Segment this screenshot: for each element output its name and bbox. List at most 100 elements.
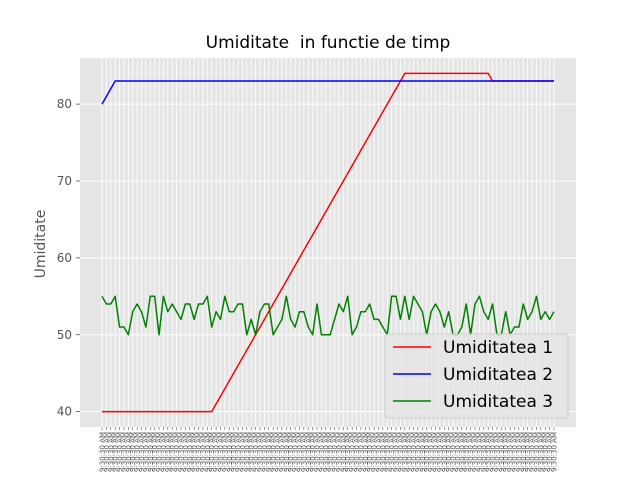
x-tick-label: 9:30:30 AM (489, 432, 497, 472)
x-tick-label: 9:30:30 AM (278, 432, 286, 472)
x-tick-label: 9:30:30 AM (177, 432, 185, 472)
x-tick-label: 9:30:30 AM (296, 432, 304, 472)
x-tick-label: 9:30:30 AM (463, 432, 471, 472)
x-tick-label: 9:30:30 AM (353, 432, 361, 472)
x-tick-label: 9:30:30 AM (450, 432, 458, 472)
x-tick-label: 9:30:30 AM (393, 432, 401, 472)
x-tick-label: 9:30:30 AM (529, 432, 537, 472)
legend-label: Umiditatea 3 (443, 392, 553, 412)
x-tick-label: 9:30:30 AM (318, 432, 326, 472)
x-tick-label: 9:30:30 AM (261, 432, 269, 472)
x-tick-label: 9:30:30 AM (274, 432, 282, 472)
x-tick-label: 9:30:30 AM (204, 432, 212, 472)
x-tick-label: 9:30:30 AM (542, 432, 550, 472)
x-tick-label: 9:30:30 AM (248, 432, 256, 472)
x-tick-label: 9:30:30 AM (125, 432, 133, 472)
series-line-3 (101, 295, 555, 336)
x-tick-label: 9:30:30 AM (314, 432, 322, 472)
x-tick-label: 9:30:30 AM (116, 432, 124, 472)
x-tick-label: 9:30:30 AM (428, 432, 436, 472)
x-tick-label: 9:30:30 AM (357, 432, 365, 472)
x-tick-label: 9:30:30 AM (476, 432, 484, 472)
x-tick-label: 9:30:30 AM (243, 432, 251, 472)
x-tick-label: 9:30:30 AM (327, 432, 335, 472)
x-tick-label: 9:30:30 AM (371, 432, 379, 472)
x-tick-label: 9:30:30 AM (134, 432, 142, 472)
x-tick-label: 9:30:30 AM (436, 432, 444, 472)
x-tick-label: 9:30:30 AM (401, 432, 409, 472)
x-tick-label: 9:30:30 AM (252, 432, 260, 472)
x-tick-label: 9:30:30 AM (129, 432, 137, 472)
x-tick-label: 9:30:30 AM (191, 432, 199, 472)
legend-label: Umiditatea 1 (443, 338, 553, 358)
y-axis-label: Umiditate (33, 210, 49, 279)
x-tick-label: 9:30:30 AM (322, 432, 330, 472)
x-tick-label: 9:30:30 AM (366, 432, 374, 472)
x-tick-label: 9:30:30 AM (283, 432, 291, 472)
x-tick-label: 9:30:30 AM (458, 432, 466, 472)
x-tick-label: 9:30:30 AM (208, 432, 216, 472)
x-tick-label: 9:30:30 AM (362, 432, 370, 472)
x-tick-label: 9:30:30 AM (112, 432, 120, 472)
x-tick-label: 9:30:30 AM (256, 432, 264, 472)
legend: Umiditatea 1 Umiditatea 2 Umiditatea 3 (384, 333, 569, 419)
x-tick-label: 9:30:30 AM (485, 432, 493, 472)
y-tick-label: 70 (57, 174, 72, 188)
x-tick-label: 9:30:30 AM (445, 432, 453, 472)
x-tick-label: 9:30:30 AM (182, 432, 190, 472)
series-layer (101, 72, 555, 413)
x-tick-label: 9:30:30 AM (103, 432, 111, 472)
x-tick-label: 9:30:30 AM (142, 432, 150, 472)
x-tick-label: 9:30:30 AM (524, 432, 532, 472)
legend-label: Umiditatea 2 (443, 365, 553, 385)
x-tick-label: 9:30:30 AM (199, 432, 207, 472)
x-tick-label: 9:30:30 AM (151, 432, 159, 472)
x-tick-label: 9:30:30 AM (480, 432, 488, 472)
chart-title: Umiditate in functie de timp (206, 33, 451, 53)
x-tick-label: 9:30:30 AM (195, 432, 203, 472)
y-axis-ticks: 40 50 60 70 80 (57, 97, 80, 419)
x-tick-label: 9:30:30 AM (186, 432, 194, 472)
x-tick-label: 9:30:30 AM (120, 432, 128, 472)
x-tick-label: 9:30:30 AM (147, 432, 155, 472)
x-tick-label: 9:30:30 AM (335, 432, 343, 472)
x-tick-label: 9:30:30 AM (107, 432, 115, 472)
x-tick-label: 9:30:30 AM (502, 432, 510, 472)
x-tick-label: 9:30:30 AM (432, 432, 440, 472)
x-tick-label: 9:30:30 AM (344, 432, 352, 472)
x-tick-label: 9:30:30 AM (265, 432, 273, 472)
x-tick-label: 9:30:30 AM (300, 432, 308, 472)
x-tick-label: 9:30:30 AM (270, 432, 278, 472)
x-tick-label: 9:30:30 AM (414, 432, 422, 472)
x-tick-label: 9:30:30 AM (507, 432, 515, 472)
y-tick-label: 50 (57, 328, 72, 342)
x-tick-label: 9:30:30 AM (537, 432, 545, 472)
x-tick-label: 9:30:30 AM (498, 432, 506, 472)
x-tick-label: 9:30:30 AM (454, 432, 462, 472)
x-tick-label: 9:30:30 AM (511, 432, 519, 472)
y-tick-label: 40 (57, 405, 72, 419)
x-tick-label: 9:30:30 AM (230, 432, 238, 472)
x-tick-label: 9:30:30 AM (533, 432, 541, 472)
x-tick-label: 9:30:30 AM (213, 432, 221, 472)
x-tick-label: 9:30:30 AM (384, 432, 392, 472)
series-line-1 (102, 72, 554, 413)
x-tick-label: 9:30:30 AM (292, 432, 300, 472)
x-axis-ticks: 9:30:30 AM9:30:30 AM9:30:30 AM9:30:30 AM… (99, 427, 559, 472)
y-tick-label: 80 (57, 97, 72, 111)
x-tick-label: 9:30:30 AM (349, 432, 357, 472)
x-tick-label: 9:30:30 AM (239, 432, 247, 472)
x-tick-label: 9:30:30 AM (551, 432, 559, 472)
y-tick-label: 60 (57, 251, 72, 265)
x-tick-label: 9:30:30 AM (397, 432, 405, 472)
x-tick-label: 9:30:30 AM (546, 432, 554, 472)
x-tick-label: 9:30:30 AM (467, 432, 475, 472)
x-tick-label: 9:30:30 AM (164, 432, 172, 472)
x-tick-label: 9:30:30 AM (410, 432, 418, 472)
x-tick-label: 9:30:30 AM (226, 432, 234, 472)
x-tick-label: 9:30:30 AM (406, 432, 414, 472)
x-tick-label: 9:30:30 AM (305, 432, 313, 472)
x-tick-label: 9:30:30 AM (138, 432, 146, 472)
x-tick-label: 9:30:30 AM (156, 432, 164, 472)
